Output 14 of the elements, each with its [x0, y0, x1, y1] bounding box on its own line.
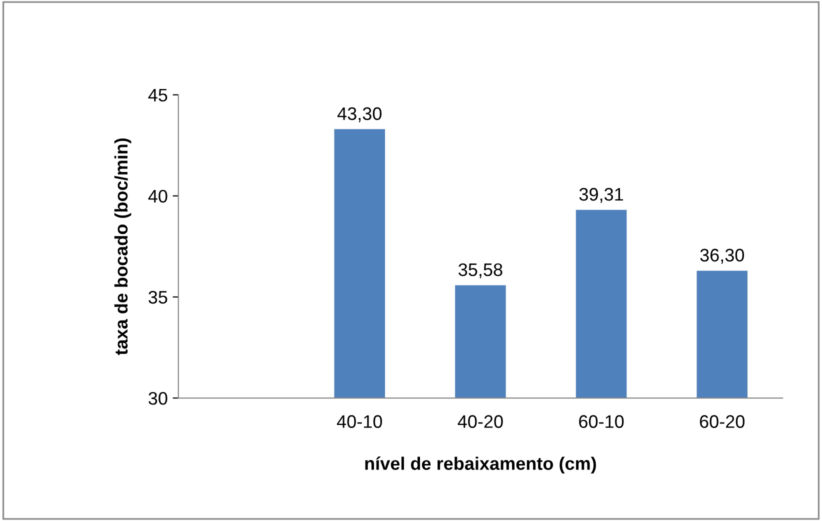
y-tick-label: 45 [148, 88, 168, 102]
x-tick-label: 60-20 [700, 415, 745, 428]
x-tick-label: 60-10 [579, 415, 624, 428]
y-tick-label: 40 [148, 190, 168, 203]
y-tick-label: 30 [148, 392, 168, 405]
x-axis-title: nível de rebaixamento (cm) [365, 456, 596, 474]
data-label: 35,58 [458, 263, 502, 278]
x-tick-label: 40-20 [458, 415, 503, 428]
data-label: 43,30 [337, 107, 382, 122]
data-label: 39,31 [579, 188, 624, 203]
data-label: 36,30 [700, 248, 744, 264]
y-tick-label: 35 [148, 290, 168, 304]
x-tick-label: 40-10 [336, 415, 382, 428]
y-axis-title: taxa de bocado (boc/min) [114, 138, 132, 356]
